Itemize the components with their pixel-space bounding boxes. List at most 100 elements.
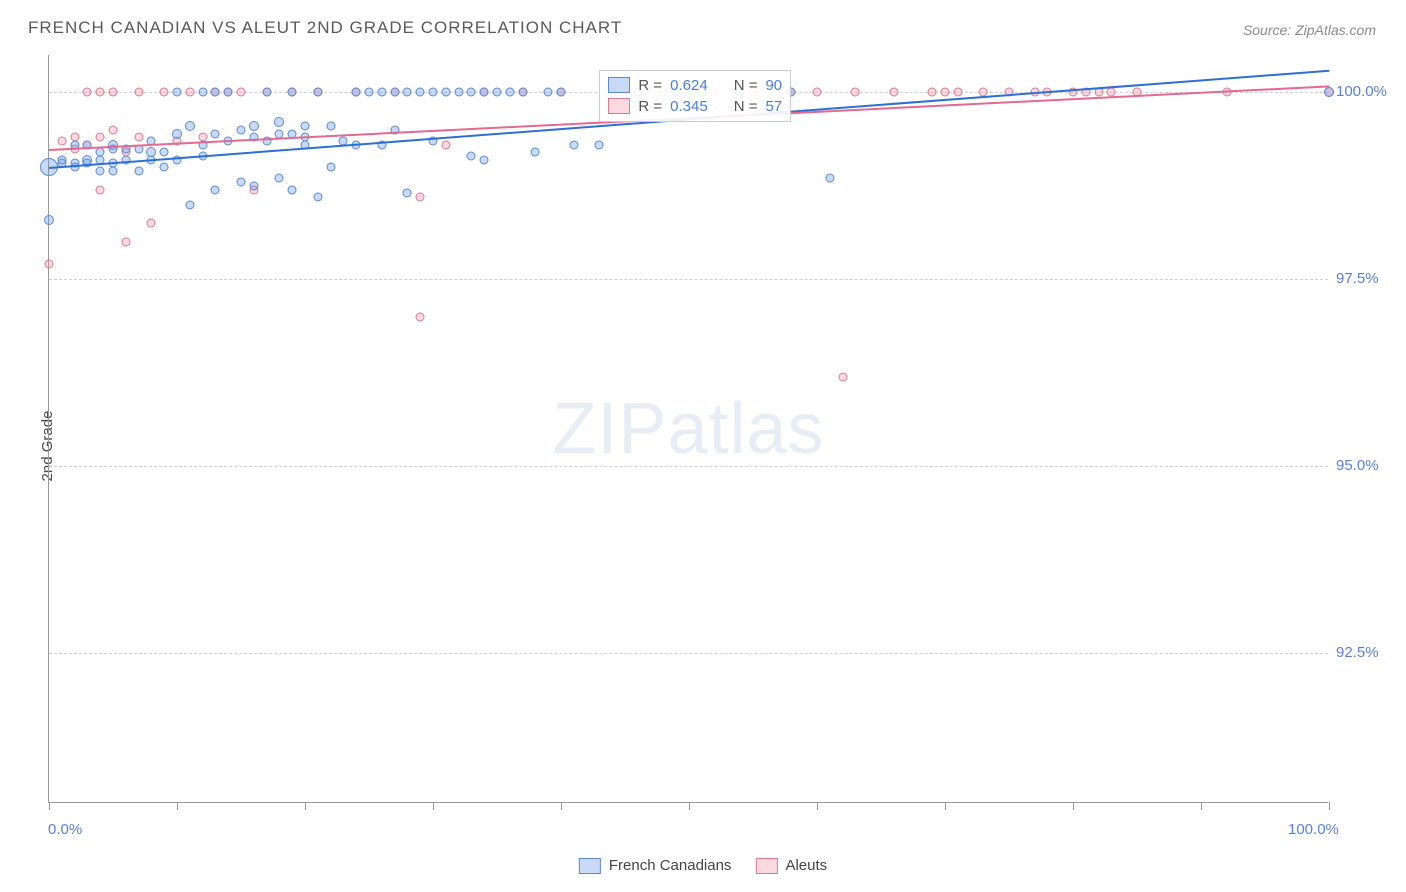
x-tick [1329,802,1330,810]
x-tick [945,802,946,810]
data-point [96,88,105,97]
data-point [569,140,578,149]
y-tick-label: 92.5% [1336,644,1379,661]
data-point [416,88,425,97]
data-point [493,88,502,97]
data-point [160,163,169,172]
data-point [480,155,489,164]
data-point [96,148,105,157]
data-point [83,88,92,97]
data-point [851,88,860,97]
legend-label-al: Aleuts [785,857,827,874]
x-tick [1201,802,1202,810]
data-point [249,121,259,131]
data-point [57,155,66,164]
data-point [352,88,361,97]
data-point [288,88,297,97]
watermark-zip: ZIP [552,389,667,469]
x-tick [817,802,818,810]
data-point [544,88,553,97]
data-point [237,88,246,97]
stats-swatch [608,98,630,114]
data-point [224,88,233,97]
watermark: ZIPatlas [552,388,824,470]
data-point [134,166,143,175]
r-label: R = [638,77,662,94]
n-value: 57 [765,98,782,115]
legend-label-fc: French Canadians [609,857,732,874]
data-point [1324,87,1334,97]
data-point [185,88,194,97]
chart-title: FRENCH CANADIAN VS ALEUT 2ND GRADE CORRE… [28,18,622,38]
n-label: N = [734,77,758,94]
data-point [953,88,962,97]
data-point [403,88,412,97]
watermark-atlas: atlas [667,389,824,469]
data-point [185,121,195,131]
gridline [49,279,1328,280]
bottom-legend: French Canadians Aleuts [579,857,827,874]
data-point [838,372,847,381]
data-point [390,88,399,97]
data-point [928,88,937,97]
data-point [249,181,258,190]
data-point [211,88,220,97]
data-point [96,166,105,175]
x-tick [49,802,50,810]
data-point [160,88,169,97]
swatch-al [755,858,777,874]
r-value: 0.345 [670,98,708,115]
data-point [211,129,220,138]
data-point [109,125,118,134]
legend-item-fc: French Canadians [579,857,732,874]
stats-swatch [608,77,630,93]
y-tick-label: 97.5% [1336,270,1379,287]
data-point [262,88,271,97]
data-point [941,88,950,97]
data-point [429,88,438,97]
data-point [237,125,246,134]
data-point [595,140,604,149]
gridline [49,466,1328,467]
data-point [198,88,207,97]
x-tick [433,802,434,810]
data-point [403,189,412,198]
data-point [96,133,105,142]
x-tick [177,802,178,810]
data-point [160,148,169,157]
data-point [313,193,322,202]
x-tick [305,802,306,810]
data-point [237,178,246,187]
x-tick-label: 0.0% [48,821,82,838]
data-point [467,88,476,97]
data-point [505,88,514,97]
data-point [109,88,118,97]
x-tick [561,802,562,810]
data-point [825,174,834,183]
data-point [288,185,297,194]
n-label: N = [734,98,758,115]
data-point [185,200,194,209]
data-point [326,122,335,131]
x-tick [1073,802,1074,810]
data-point [274,117,284,127]
data-point [211,185,220,194]
data-point [531,148,540,157]
stats-row: R = 0.345 N = 57 [608,96,782,117]
data-point [301,122,310,131]
stats-row: R =0.624N =90 [608,75,782,96]
r-label: R = [638,98,662,115]
x-tick [689,802,690,810]
gridline [49,653,1328,654]
x-tick-label: 100.0% [1288,821,1339,838]
data-point [889,88,898,97]
data-point [45,260,54,269]
data-point [813,88,822,97]
data-point [313,88,322,97]
data-point [173,88,182,97]
data-point [557,88,566,97]
n-value: 90 [765,77,782,94]
stats-legend: R =0.624N =90R =0.345N =57 [599,70,791,122]
y-tick-label: 100.0% [1336,83,1387,100]
data-point [518,88,527,97]
